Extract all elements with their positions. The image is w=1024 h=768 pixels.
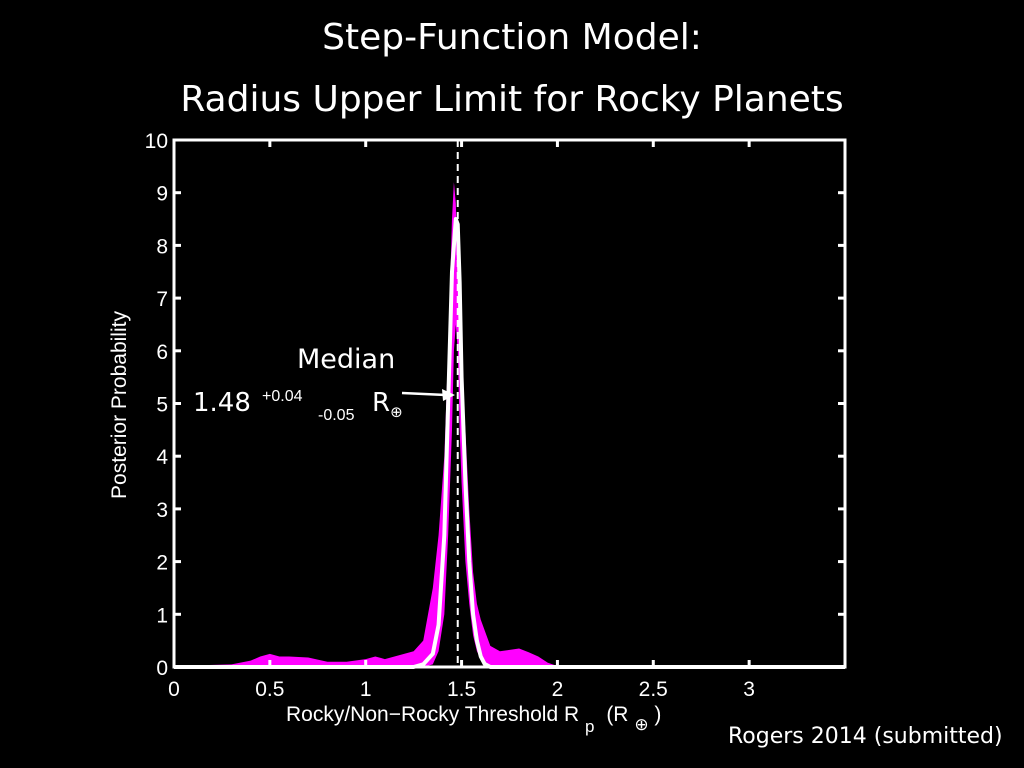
- x-tick-label: 0.5: [255, 678, 284, 701]
- x-axis-label-main: Rocky/Non−Rocky Threshold R: [286, 703, 579, 726]
- posterior-band-layer: [174, 182, 845, 667]
- posterior-credible-band: [174, 182, 845, 667]
- y-tick-label: 7: [156, 288, 168, 311]
- median-minus-error: -0.05: [318, 407, 355, 424]
- x-tick-label: 3: [743, 678, 755, 701]
- x-tick-label: 2: [552, 678, 564, 701]
- tick-layer: [172, 138, 845, 669]
- y-tick-label: 0: [156, 657, 168, 680]
- y-tick-label: 2: [156, 552, 168, 575]
- median-label: Median: [297, 344, 396, 375]
- y-tick-label: 10: [145, 130, 168, 153]
- posterior-curve-layer: [174, 217, 845, 669]
- median-arrow-head: [442, 389, 455, 401]
- median-unit-symbol: R: [372, 388, 391, 418]
- median-unit: R⊕: [372, 388, 403, 421]
- x-axis-label: Rocky/Non−Rocky Threshold R p (R ⊕ ): [286, 703, 661, 737]
- x-tick-label: 0: [168, 678, 180, 701]
- y-axis-label: Posterior Probability: [108, 311, 131, 499]
- x-tick-label: 1: [360, 678, 372, 701]
- x-axis-label-unit: (R: [606, 703, 628, 726]
- x-tick-labels: 0 0.5 1 1.5 2 2.5 3: [168, 678, 755, 701]
- y-tick-label: 6: [156, 341, 168, 364]
- y-tick-label: 8: [156, 235, 168, 258]
- median-unit-subscript: ⊕: [390, 403, 403, 421]
- median-value: 1.48: [193, 388, 251, 418]
- x-axis-label-close: ): [654, 703, 661, 726]
- y-tick-label: 4: [156, 446, 168, 469]
- y-tick-label: 3: [156, 499, 168, 522]
- y-tick-label: 9: [156, 183, 168, 206]
- y-tick-labels: 0 1 2 3 4 5 6 7 8 9 10: [145, 130, 169, 680]
- y-tick-label: 1: [156, 604, 168, 627]
- slide-title-line1: Step-Function Model:: [322, 17, 702, 58]
- x-tick-label: 2.5: [639, 678, 668, 701]
- median-arrow-shaft: [401, 391, 447, 397]
- median-plus-error: +0.04: [262, 388, 303, 405]
- x-axis-label-subscript: p: [585, 717, 594, 736]
- x-tick-label: 1.5: [447, 678, 476, 701]
- posterior-median-curve: [174, 217, 845, 669]
- slide-title-line2: Radius Upper Limit for Rocky Planets: [180, 79, 844, 120]
- x-axis-label-unit-subscript: ⊕: [634, 715, 648, 734]
- citation-credit: Rogers 2014 (submitted): [728, 724, 1003, 749]
- y-tick-label: 5: [156, 394, 168, 417]
